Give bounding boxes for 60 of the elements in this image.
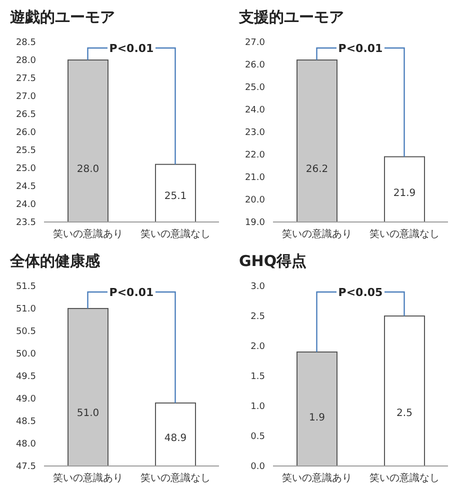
chart-title: GHQ得点 [238,252,308,272]
chart-title: 全体的健康感 [8,252,101,272]
y-tick-label: 3.0 [250,282,266,292]
data-label: 48.9 [164,432,187,444]
y-tick-label: 2.5 [250,312,265,322]
x-tick-label: 笑いの意識あり [282,228,352,240]
data-label: 51.0 [76,408,100,419]
y-tick-label: 24.5 [16,182,36,192]
x-tick-label: 笑いの意識なし [369,228,440,240]
y-tick-label: 21.0 [244,173,266,184]
y-tick-label: 50.5 [16,327,36,338]
y-tick-label: 26.0 [244,60,266,71]
y-tick-label: 24.0 [244,106,266,116]
y-tick-label: 25.0 [16,164,36,174]
y-tick-label: 0.5 [250,432,265,442]
y-tick-label: 50.0 [16,350,36,360]
x-tick-label: 笑いの意識なし [369,472,440,484]
y-tick-label: 2.0 [250,342,266,352]
y-tick-label: 1.5 [250,372,265,382]
x-tick-label: 笑いの意識なし [140,228,210,240]
y-tick-label: 49.0 [16,394,36,405]
annotation: P<0.05 [338,286,383,299]
y-tick-label: 23.0 [244,128,266,138]
data-label: 1.9 [309,412,325,424]
y-tick-label: 47.5 [16,462,36,472]
x-tick-label: 笑いの意識あり [52,228,123,240]
y-tick-label: 27.0 [244,38,266,48]
y-tick-label: 49.5 [16,372,36,382]
data-label: 21.9 [393,188,416,199]
x-tick-label: 笑いの意識なし [140,472,210,484]
y-tick-label: 1.0 [250,402,266,412]
data-label: 26.2 [306,164,328,175]
chart-title: 遊戯的ユーモア [9,8,116,28]
y-tick-label: 0.0 [250,462,266,472]
y-tick-label: 51.0 [16,304,36,315]
data-label: 25.1 [164,190,187,202]
y-tick-label: 24.0 [16,200,36,210]
data-label: 2.5 [396,408,412,419]
y-tick-label: 28.5 [16,38,36,48]
annotation: P<0.01 [338,42,383,55]
x-tick-label: 笑いの意識あり [282,472,352,484]
y-tick-label: 27.5 [16,74,36,84]
y-tick-label: 25.0 [244,83,266,94]
annotation: P<0.01 [109,42,154,55]
annotation: P<0.01 [109,286,154,299]
y-tick-label: 26.5 [16,110,36,120]
y-tick-label: 28.0 [16,56,36,66]
y-tick-label: 26.0 [16,128,36,138]
y-tick-label: 23.5 [16,218,36,228]
y-tick-label: 20.0 [244,196,266,206]
y-tick-label: 25.5 [16,146,36,156]
y-tick-label: 22.0 [244,150,266,161]
y-tick-label: 48.5 [16,417,36,428]
y-tick-label: 51.5 [16,282,36,292]
x-tick-label: 笑いの意識あり [52,472,123,484]
y-tick-label: 48.0 [16,440,36,450]
data-label: 28.0 [76,164,100,175]
chart-title: 支援的ユーモア [238,8,345,28]
y-tick-label: 19.0 [244,218,266,228]
y-tick-label: 27.0 [16,92,36,102]
